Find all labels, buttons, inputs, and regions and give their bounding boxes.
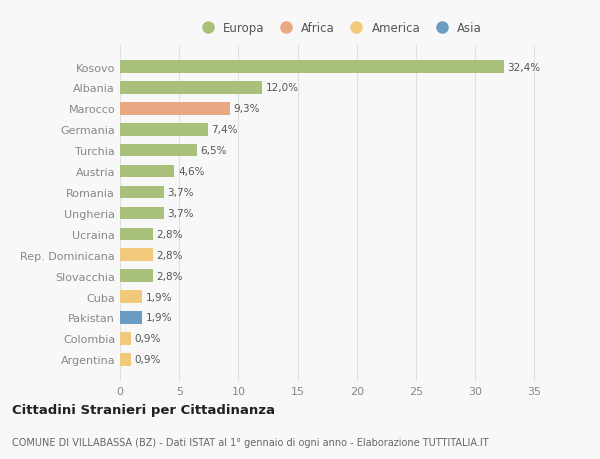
Bar (120, 312, 142, 324)
Text: 12,0%: 12,0% (266, 83, 299, 93)
Bar (120, 249, 153, 262)
Bar (120, 270, 153, 282)
Bar (120, 207, 164, 220)
Bar (120, 165, 175, 178)
Bar (120, 124, 208, 136)
Bar (120, 186, 164, 199)
Text: Cittadini Stranieri per Cittadinanza: Cittadini Stranieri per Cittadinanza (12, 403, 275, 416)
Text: 0,9%: 0,9% (134, 354, 161, 364)
Text: 2,8%: 2,8% (157, 230, 183, 239)
Text: 3,7%: 3,7% (167, 188, 194, 197)
Text: 9,3%: 9,3% (233, 104, 260, 114)
Text: 1,9%: 1,9% (146, 292, 173, 302)
Text: 1,9%: 1,9% (146, 313, 173, 323)
Bar (120, 82, 262, 95)
Bar (120, 61, 503, 73)
Bar (120, 291, 142, 303)
Bar (120, 228, 153, 241)
Bar (120, 353, 131, 366)
Text: 3,7%: 3,7% (167, 208, 194, 218)
Text: 2,8%: 2,8% (157, 271, 183, 281)
Legend: Europa, Africa, America, Asia: Europa, Africa, America, Asia (196, 22, 482, 34)
Bar (120, 145, 197, 157)
Text: 32,4%: 32,4% (507, 62, 540, 73)
Text: 2,8%: 2,8% (157, 250, 183, 260)
Text: 4,6%: 4,6% (178, 167, 205, 177)
Text: 0,9%: 0,9% (134, 334, 161, 344)
Bar (120, 332, 131, 345)
Text: COMUNE DI VILLABASSA (BZ) - Dati ISTAT al 1° gennaio di ogni anno - Elaborazione: COMUNE DI VILLABASSA (BZ) - Dati ISTAT a… (12, 437, 488, 447)
Text: 6,5%: 6,5% (200, 146, 227, 156)
Text: 7,4%: 7,4% (211, 125, 238, 135)
Bar (120, 103, 230, 115)
